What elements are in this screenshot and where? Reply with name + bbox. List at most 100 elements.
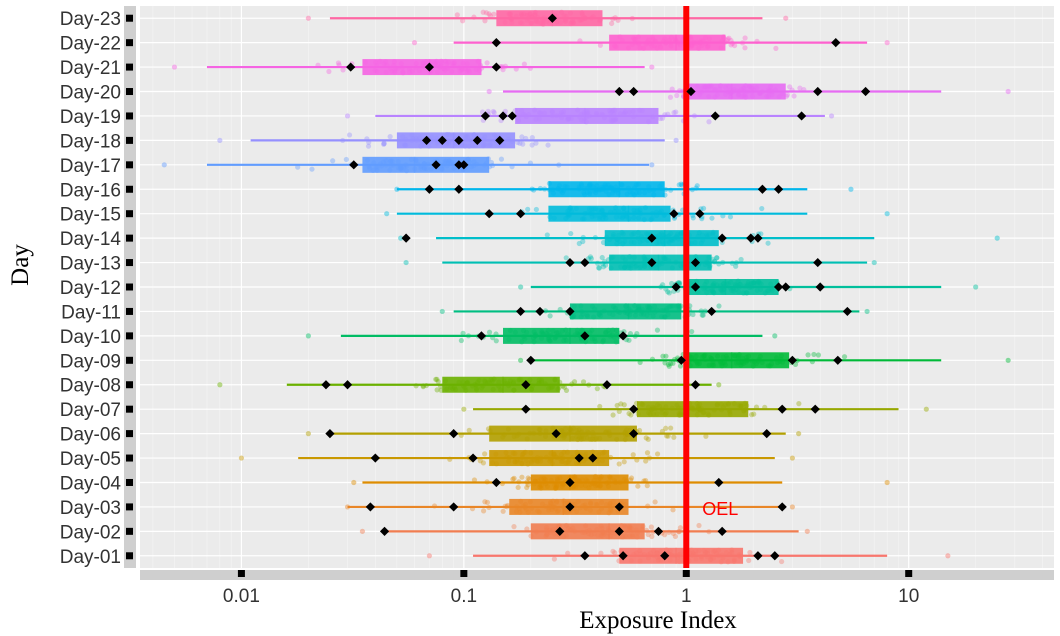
x-tick: [682, 570, 690, 577]
diamond-marker: [815, 282, 825, 292]
jitter-point: [673, 109, 679, 115]
jitter-point: [544, 232, 550, 238]
diamond-marker: [773, 282, 784, 292]
jitter-point: [815, 352, 822, 358]
box-day-19: [375, 107, 825, 124]
jitter-point: [706, 119, 712, 125]
jitter-point: [343, 156, 349, 163]
jitter-point: [482, 499, 488, 505]
diamond-marker: [707, 306, 717, 317]
jitter-point: [626, 337, 632, 343]
y-tick: [126, 112, 133, 120]
jitter-point: [460, 330, 466, 336]
outlier-point: [789, 455, 796, 461]
diamond-marker: [431, 160, 441, 170]
diamond-marker: [757, 184, 768, 194]
markers-day-15: [484, 209, 705, 219]
outlier-point: [384, 211, 390, 217]
jitter-point: [594, 386, 600, 392]
jitter-point: [747, 549, 753, 556]
jitter-point: [727, 214, 734, 220]
box-day-12: [530, 279, 942, 295]
markers-day-02: [379, 526, 727, 536]
jitter-point: [660, 353, 666, 359]
outlier-point: [884, 211, 890, 217]
outlier-point: [461, 406, 467, 412]
diamond-marker: [535, 306, 545, 317]
outlier-point: [884, 40, 890, 46]
box-day-22: [453, 34, 868, 51]
outlier-point: [973, 284, 979, 290]
jitter-point: [665, 433, 671, 439]
y-tick-label: Day-21: [60, 58, 121, 79]
jitter-point: [610, 548, 616, 554]
diamond-marker: [773, 184, 784, 194]
jitter-point: [491, 11, 497, 17]
y-tick: [126, 527, 133, 535]
jitter-point: [576, 240, 582, 247]
jitter-point: [460, 18, 466, 24]
jitter-point: [784, 92, 790, 98]
outlier-point: [673, 137, 679, 143]
diamond-marker: [547, 13, 557, 23]
diamond-marker: [676, 355, 686, 365]
jitter-point: [482, 18, 488, 24]
jitter-point: [669, 86, 675, 92]
diamond-marker: [618, 331, 628, 341]
jitter-point: [666, 290, 672, 296]
outlier-point: [518, 284, 524, 290]
oel-reference-line: OEL: [683, 6, 738, 568]
diamond-marker: [671, 282, 681, 292]
diamond-marker: [710, 111, 720, 121]
jitter-point: [529, 135, 535, 141]
diamond-marker: [695, 209, 705, 219]
x-axis: 0.01 0.1 1 10: [140, 570, 1054, 607]
jitter-point: [726, 35, 732, 41]
jitter-point: [645, 531, 651, 538]
jitter-point: [585, 256, 592, 262]
y-tick-label: Day-02: [60, 522, 121, 543]
jitter-point: [563, 387, 570, 394]
diamond-marker: [669, 209, 679, 219]
outlier-point: [351, 479, 357, 486]
markers-day-22: [491, 38, 841, 48]
diamond-marker: [401, 233, 411, 243]
jitter-point: [643, 435, 649, 441]
box-day-10: [340, 327, 763, 344]
diamond-marker: [491, 62, 501, 72]
markers-day-20: [614, 86, 871, 97]
jitter-point: [666, 363, 672, 369]
diamond-marker: [370, 453, 380, 463]
box: [442, 376, 560, 393]
jitter-point: [677, 363, 684, 369]
jitter-point: [454, 12, 460, 18]
jitter-point: [742, 45, 748, 51]
jitter-point: [649, 533, 655, 540]
jitter-point: [733, 263, 739, 269]
diamond-marker: [468, 453, 478, 463]
diamond-marker: [810, 404, 820, 414]
jitter-point: [533, 206, 539, 213]
jitter-point: [515, 484, 521, 491]
jitter-point: [563, 255, 569, 261]
diamond-marker: [797, 111, 807, 121]
box: [636, 401, 749, 418]
diamond-marker: [629, 404, 639, 414]
diamond-marker: [781, 282, 791, 292]
jitter-point: [521, 61, 527, 67]
jitter-point: [526, 476, 533, 482]
box: [489, 425, 637, 442]
diamond-marker: [831, 38, 841, 48]
jitter-point: [689, 328, 695, 335]
x-axis-title: Exposure Index: [579, 607, 737, 634]
markers-day-01: [580, 551, 780, 561]
outlier-point: [161, 162, 167, 168]
markers-day-17: [349, 160, 469, 170]
jitter-point: [628, 477, 634, 483]
box-day-15: [396, 205, 808, 222]
jitter-point: [435, 378, 441, 385]
markers-day-14: [401, 233, 763, 243]
outlier-point: [649, 64, 655, 70]
diamond-marker: [551, 429, 561, 439]
y-tick-label: Day-01: [60, 547, 121, 568]
